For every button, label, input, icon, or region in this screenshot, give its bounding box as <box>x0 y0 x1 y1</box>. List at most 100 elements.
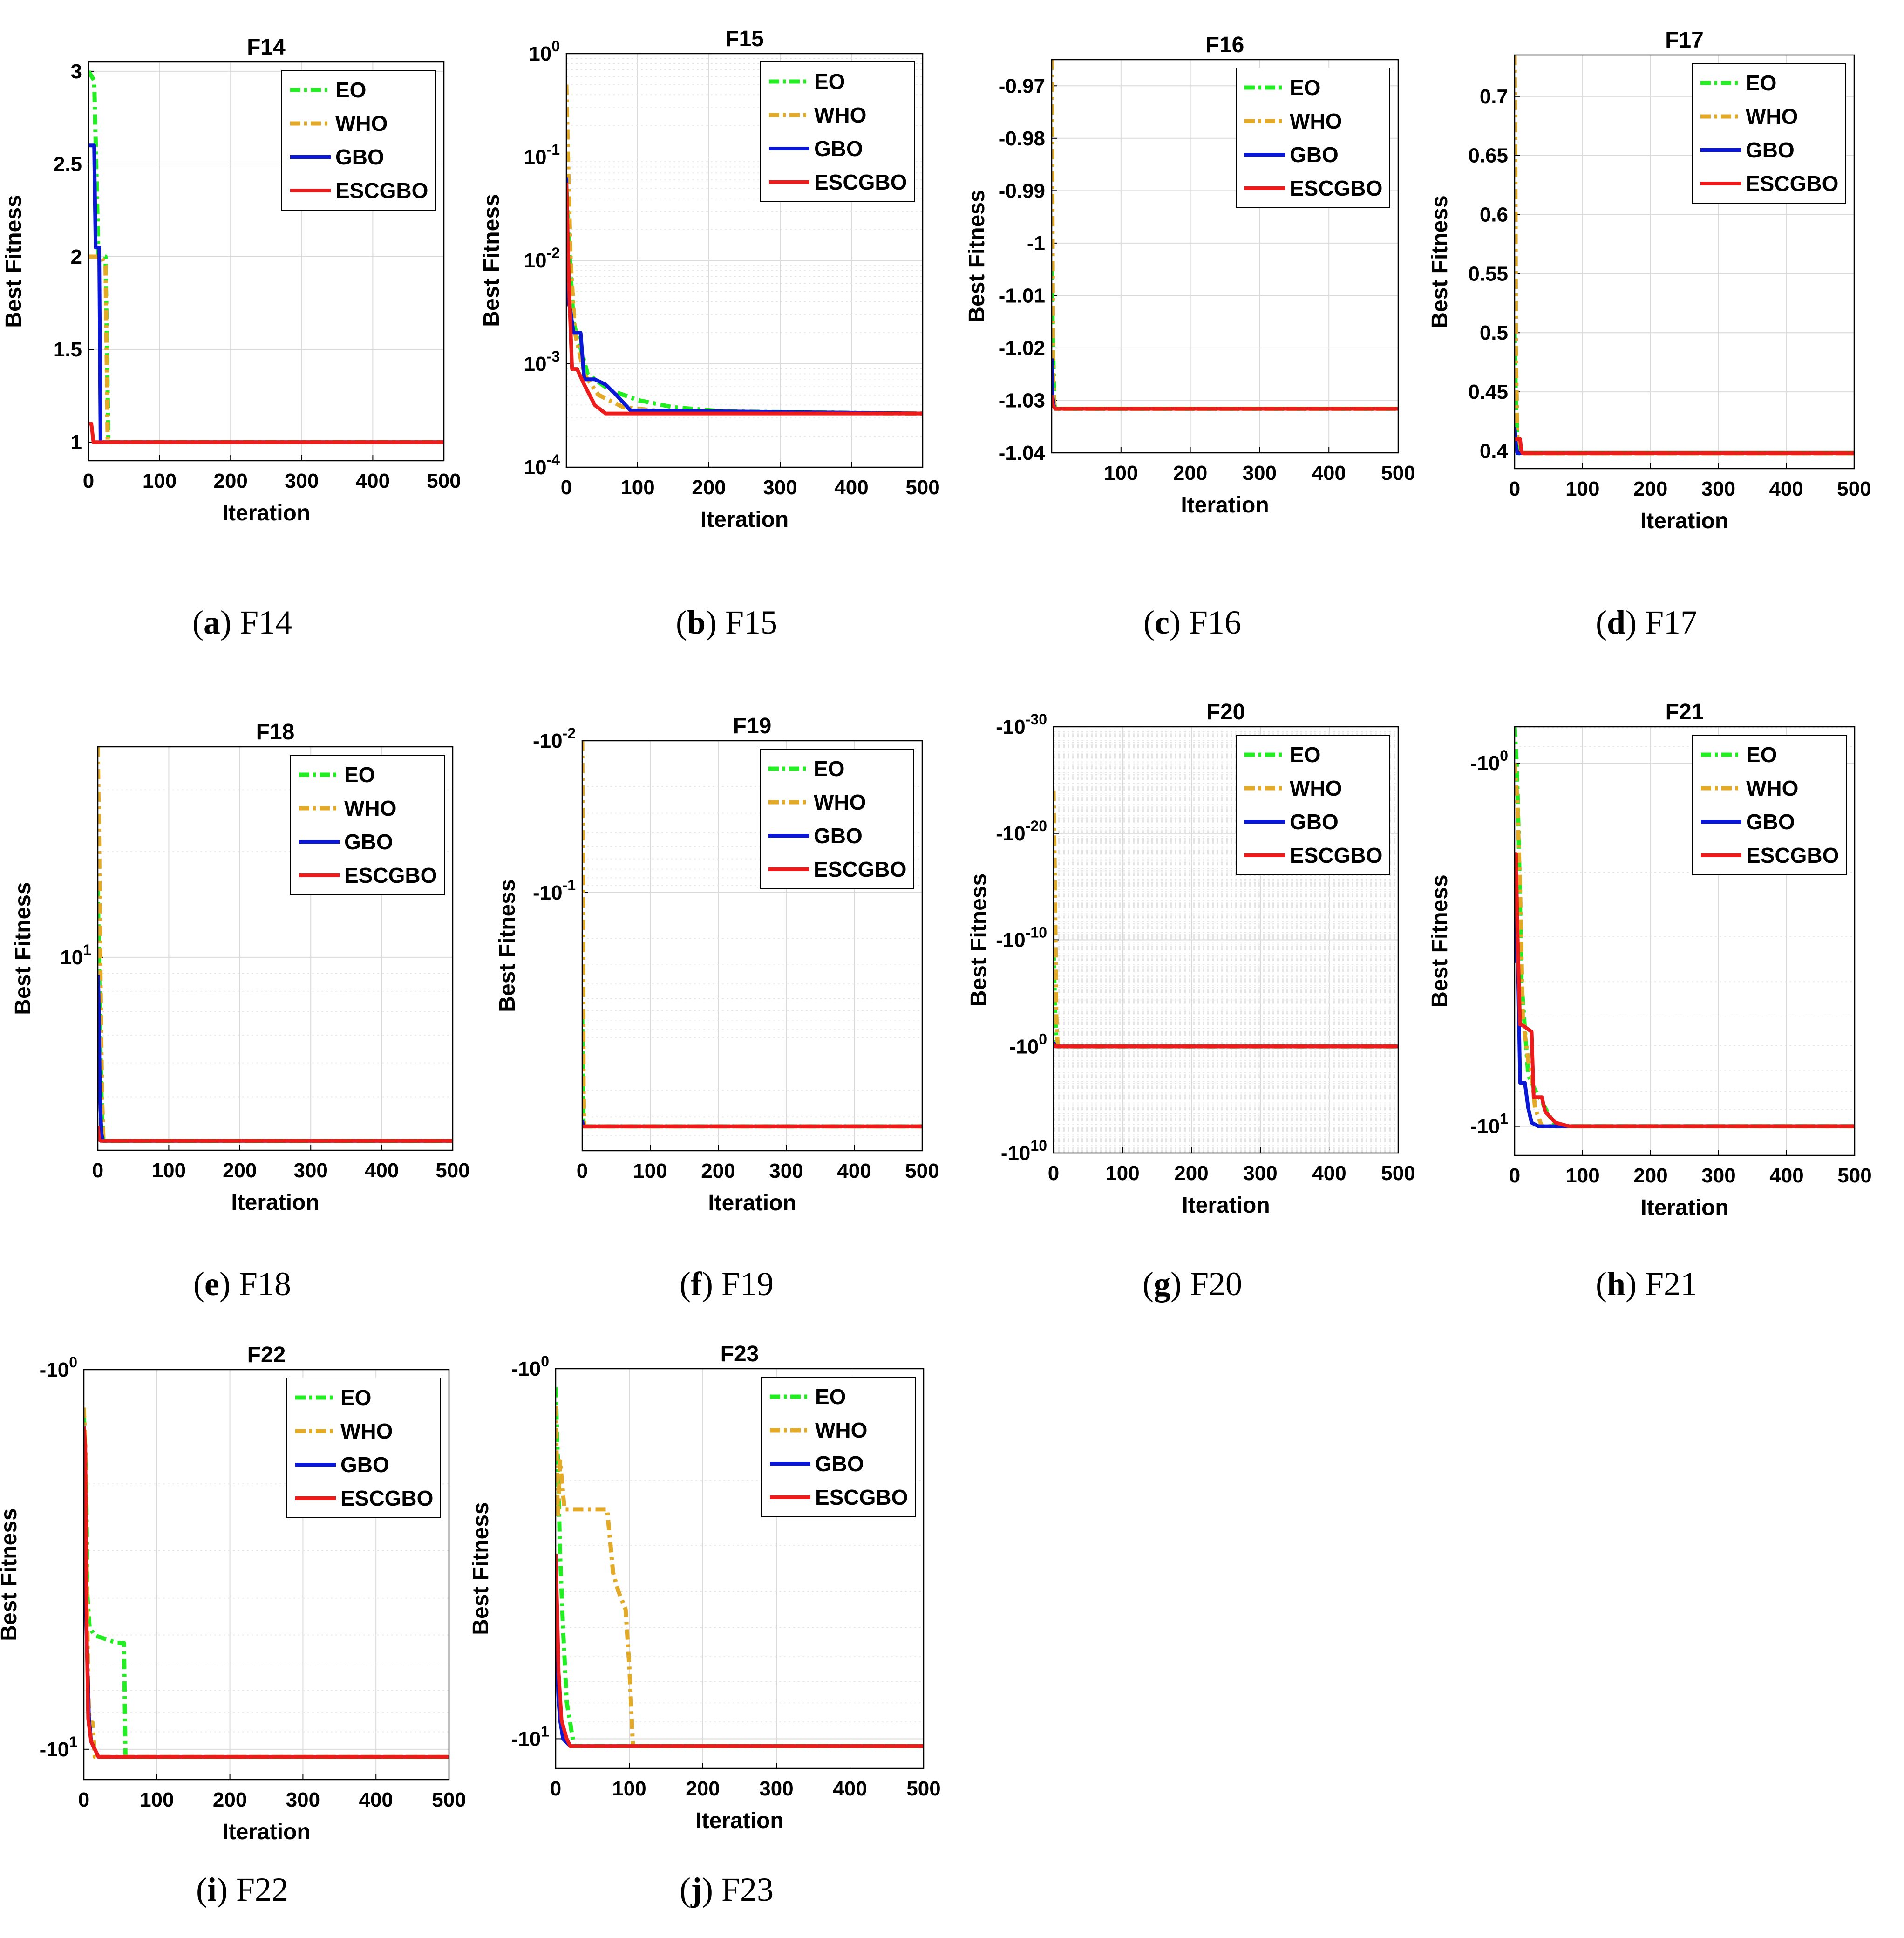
legend-label-gbo: GBO <box>335 145 384 169</box>
y-tick-label: -100 <box>1470 747 1508 775</box>
legend-label-eo: EO <box>1746 743 1777 767</box>
series-line-escgbo <box>556 1554 924 1748</box>
legend: EO WHO GBO ESCGBO <box>1236 68 1390 208</box>
legend-label-escgbo: ESCGBO <box>344 863 437 887</box>
x-tick-label: 0 <box>92 1159 103 1182</box>
y-axis-label: Best Fitness <box>479 194 504 327</box>
x-tick-label: 0 <box>1509 478 1520 500</box>
chart-title: F20 <box>1207 700 1245 724</box>
x-tick-label: 200 <box>701 1160 735 1182</box>
x-tick-label: 300 <box>763 476 797 499</box>
legend-label-escgbo: ESCGBO <box>1290 176 1382 200</box>
y-axis-label: Best Fitness <box>1428 874 1452 1007</box>
x-tick-label: 300 <box>286 1788 320 1811</box>
caption: (e) F18 <box>193 1265 291 1303</box>
chart-f20: 0 100 200 300 400 500 -10-30 -10-20 -10-10 -100 -1… <box>966 700 1415 1218</box>
x-tick-label: 500 <box>905 1160 939 1182</box>
x-tick-label: 300 <box>1701 1164 1735 1187</box>
series-line-escgbo <box>1515 852 1855 1128</box>
chart-f15: 0 100 200 300 400 500 100 10-1 10-2 10-3 10-4 F15 It… <box>479 27 940 532</box>
x-axis-label: Iteration <box>700 507 789 532</box>
legend: EO WHO GBO ESCGBO <box>761 1377 916 1517</box>
legend-label-gbo: GBO <box>1746 138 1795 162</box>
legend-label-gbo: GBO <box>1290 143 1339 167</box>
chart-title: F19 <box>733 714 772 738</box>
caption: (c) F16 <box>1143 604 1241 641</box>
legend-box <box>761 1377 916 1517</box>
y-axis-label: Best Fitness <box>0 1508 21 1641</box>
x-tick-label: 200 <box>213 1788 247 1811</box>
legend-label-eo: EO <box>1290 743 1320 767</box>
y-tick-label: 10-2 <box>524 245 560 272</box>
y-tick-label: -101 <box>1470 1111 1508 1138</box>
y-tick-label: -0.98 <box>999 127 1045 150</box>
x-tick-label: 300 <box>1243 462 1277 484</box>
x-tick-label: 400 <box>359 1788 393 1811</box>
x-tick-label: 0 <box>550 1777 561 1800</box>
legend-label-eo: EO <box>814 757 844 781</box>
caption: (j) F23 <box>680 1871 774 1908</box>
y-tick-label: 0.5 <box>1480 321 1508 344</box>
legend-box <box>281 70 436 211</box>
y-tick-label: 100 <box>529 38 560 65</box>
axes-box <box>1514 54 1855 470</box>
y-tick-label: 10-4 <box>524 451 560 479</box>
x-tick-label: 0 <box>78 1788 89 1811</box>
legend-label-gbo: GBO <box>814 824 863 848</box>
legend-label-gbo: GBO <box>340 1453 389 1477</box>
y-tick-label: -100 <box>40 1354 77 1381</box>
x-tick-label: 200 <box>213 470 247 492</box>
chart-f22: 0 100 200 300 400 500 -100 -101 F22 Iteration Best… <box>0 1343 466 1844</box>
axes-box <box>565 53 924 468</box>
x-tick-label: 100 <box>140 1788 174 1811</box>
series-line-who <box>1515 763 1855 1129</box>
x-axis-label: Iteration <box>695 1808 783 1833</box>
x-tick-label: 100 <box>143 470 177 492</box>
legend-label-who: WHO <box>814 790 866 814</box>
legend-box <box>290 755 445 895</box>
series-line-escgbo <box>98 1125 453 1143</box>
x-tick-label: 0 <box>561 476 572 499</box>
legend-label-escgbo: ESCGBO <box>814 170 907 194</box>
x-tick-label: 200 <box>692 476 726 499</box>
caption: (h) F21 <box>1596 1265 1697 1303</box>
y-tick-label: -101 <box>40 1733 77 1761</box>
legend-label-eo: EO <box>1290 75 1320 100</box>
chart-title: F16 <box>1206 33 1244 57</box>
x-tick-label: 100 <box>612 1777 646 1800</box>
x-tick-label: 400 <box>365 1159 399 1182</box>
legend-label-gbo: GBO <box>814 136 863 161</box>
y-tick-label: -100 <box>511 1353 549 1380</box>
series-line-escgbo <box>88 422 444 444</box>
chart-title: F17 <box>1665 28 1704 53</box>
legend-label-who: WHO <box>1290 109 1342 133</box>
chart-f18: 0 100 200 300 400 500 101 F18 Iteration Best Fitn… <box>11 720 470 1215</box>
chart-title: F14 <box>247 35 286 60</box>
legend-label-eo: EO <box>1746 71 1776 95</box>
legend-label-who: WHO <box>1290 776 1342 800</box>
legend-box <box>760 61 915 202</box>
x-tick-label: 100 <box>1565 1164 1599 1187</box>
x-tick-label: 500 <box>1837 1164 1871 1187</box>
x-tick-label: 200 <box>1173 462 1207 484</box>
x-tick-label: 500 <box>432 1788 466 1811</box>
y-tick-label: 2 <box>71 246 82 268</box>
legend-label-escgbo: ESCGBO <box>335 178 428 203</box>
x-tick-label: 400 <box>1769 1164 1803 1187</box>
x-tick-label: 200 <box>223 1159 257 1182</box>
legend-label-eo: EO <box>814 69 845 94</box>
chart-f19: 0 100 200 300 400 500 -10-2 -10-1 F19 Iteration Be… <box>495 714 939 1215</box>
x-tick-label: 500 <box>435 1159 469 1182</box>
legend-label-gbo: GBO <box>1290 810 1339 834</box>
legend: EO WHO GBO ESCGBO <box>1692 63 1846 204</box>
x-tick-label: 100 <box>1105 1162 1139 1185</box>
x-tick-label: 0 <box>577 1160 588 1182</box>
legend-label-eo: EO <box>344 763 375 787</box>
legend: EO WHO GBO ESCGBO <box>286 1378 441 1518</box>
y-axis-label: Best Fitness <box>495 879 520 1012</box>
x-tick-label: 300 <box>285 470 319 492</box>
legend-label-gbo: GBO <box>344 830 393 854</box>
x-tick-label: 200 <box>686 1777 720 1800</box>
y-tick-label: 10-3 <box>524 348 560 375</box>
x-axis-label: Iteration <box>708 1191 796 1215</box>
